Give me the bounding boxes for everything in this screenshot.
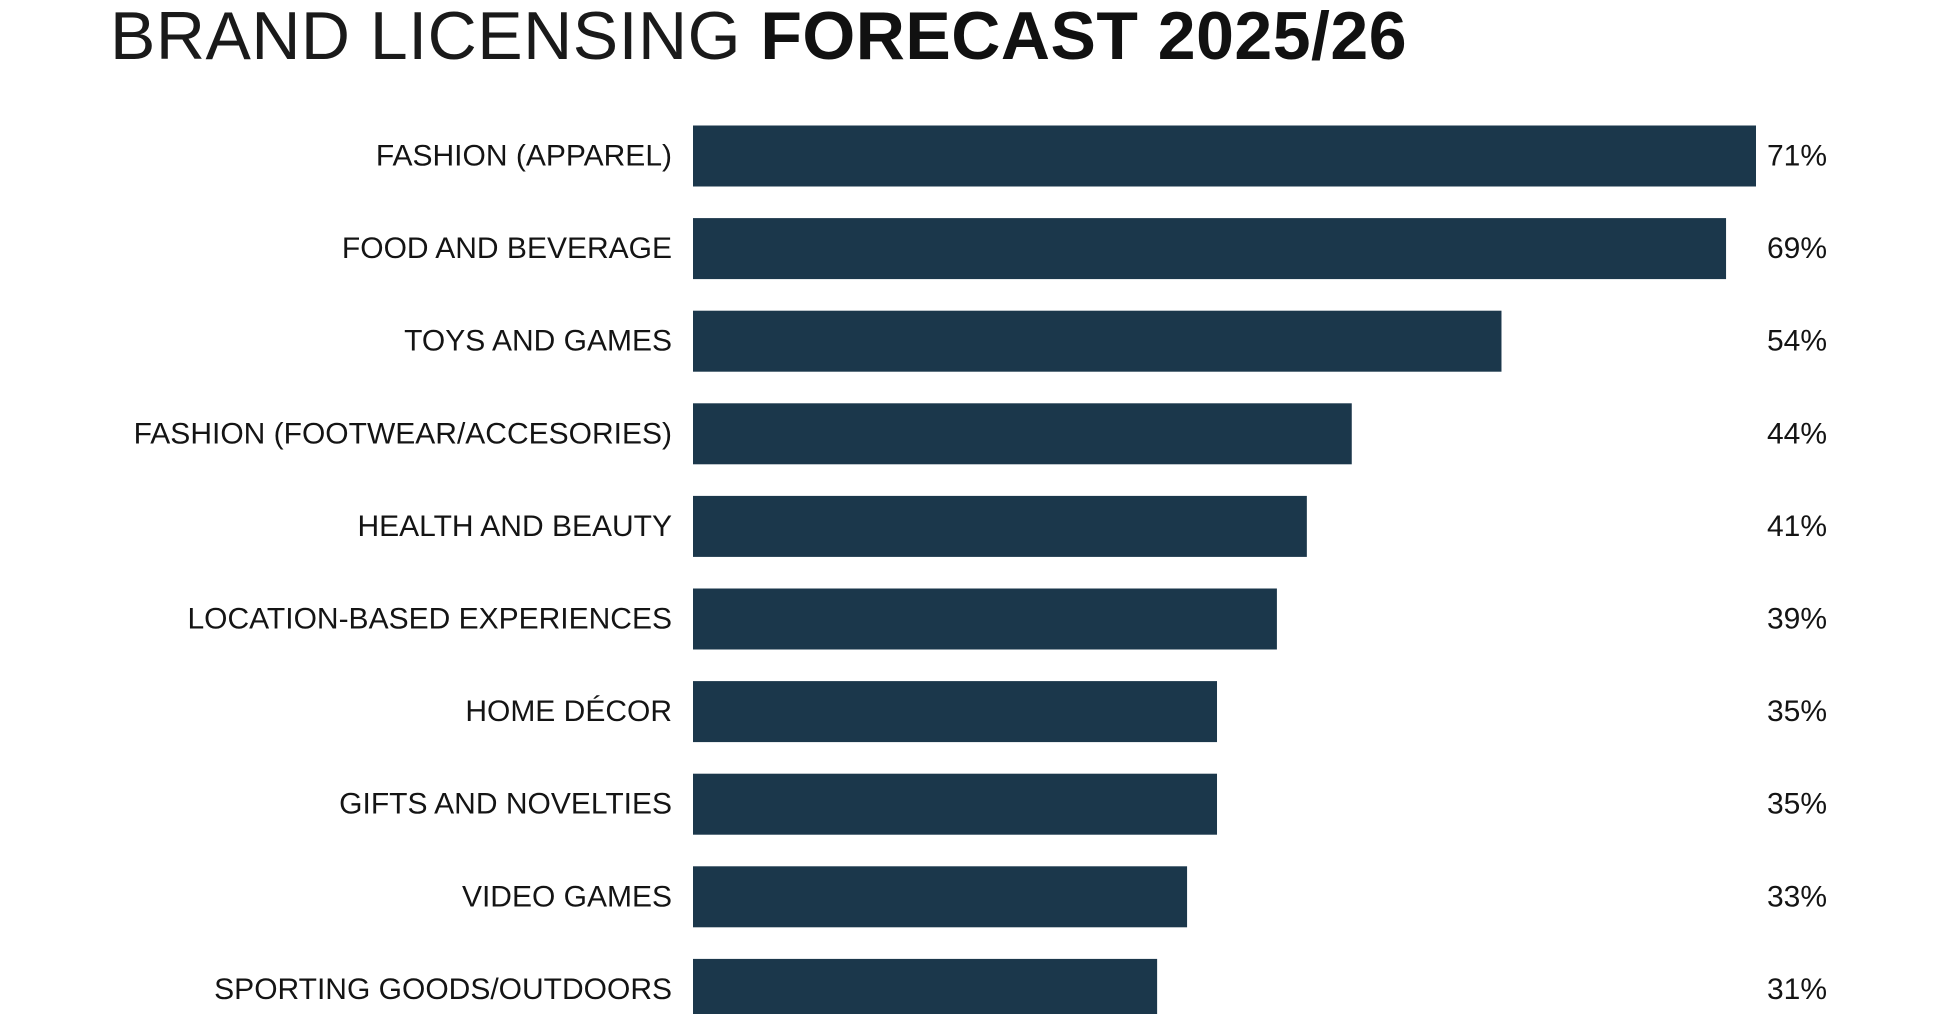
chart-title-light: BRAND LICENSING	[110, 0, 741, 74]
chart-title: BRAND LICENSING FORECAST 2025/26	[110, 2, 1407, 70]
chart-title-bold: FORECAST 2025/26	[760, 0, 1408, 74]
bar-3	[693, 403, 1352, 465]
bar-7	[693, 773, 1218, 835]
value-label-8: 33%	[1767, 880, 1827, 913]
bar-9	[693, 958, 1158, 1014]
bar-6	[693, 681, 1218, 743]
category-label-3: FASHION (FOOTWEAR/ACCESORIES)	[134, 417, 672, 450]
bar-0	[693, 125, 1756, 187]
value-label-4: 41%	[1767, 510, 1827, 543]
category-label-8: VIDEO GAMES	[462, 880, 672, 913]
bar-4	[693, 495, 1307, 557]
value-label-0: 71%	[1767, 140, 1827, 173]
category-label-9: SPORTING GOODS/OUTDOORS	[214, 973, 672, 1006]
value-label-5: 39%	[1767, 603, 1827, 636]
bar-5	[693, 588, 1277, 650]
category-label-2: TOYS AND GAMES	[404, 325, 672, 358]
value-label-6: 35%	[1767, 695, 1827, 728]
bar-8	[693, 866, 1188, 928]
bar-2	[693, 310, 1502, 372]
category-label-7: GIFTS AND NOVELTIES	[339, 788, 672, 821]
value-label-2: 54%	[1767, 325, 1827, 358]
value-label-3: 44%	[1767, 417, 1827, 450]
bar-1	[693, 218, 1727, 280]
category-label-1: FOOD AND BEVERAGE	[342, 232, 672, 265]
category-label-5: LOCATION-BASED EXPERIENCES	[187, 603, 672, 636]
value-label-1: 69%	[1767, 232, 1827, 265]
category-label-6: HOME DÉCOR	[465, 695, 672, 728]
category-label-0: FASHION (APPAREL)	[376, 140, 672, 173]
category-label-4: HEALTH AND BEAUTY	[357, 510, 672, 543]
value-label-7: 35%	[1767, 788, 1827, 821]
value-label-9: 31%	[1767, 973, 1827, 1006]
